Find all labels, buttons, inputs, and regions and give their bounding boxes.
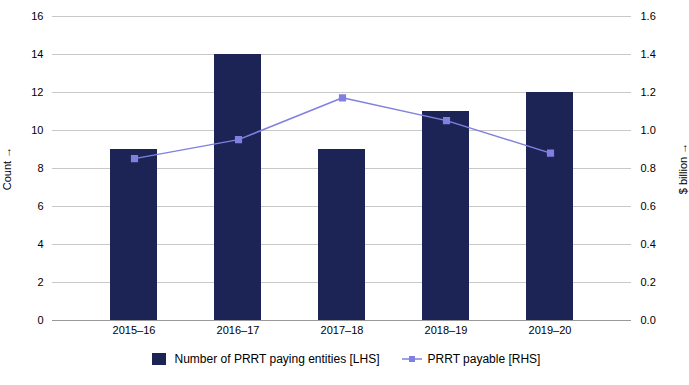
svg-text:0.4: 0.4 [641, 238, 656, 250]
svg-text:1.4: 1.4 [641, 48, 656, 60]
svg-text:2: 2 [37, 276, 43, 288]
svg-text:1.6: 1.6 [641, 10, 656, 22]
svg-text:2018–19: 2018–19 [425, 324, 468, 336]
svg-text:12: 12 [31, 86, 43, 98]
svg-text:16: 16 [31, 10, 43, 22]
html-text:Number of PRRT paying entities: Number of PRRT paying entities [LHS] [174, 352, 380, 366]
html-text:PRRT payable [RHS]: PRRT payable [RHS] [427, 352, 541, 366]
svg-text:10: 10 [31, 124, 43, 136]
svg-text:0.0: 0.0 [641, 314, 656, 326]
svg-text:2016–17: 2016–17 [217, 324, 260, 336]
svg-text:8: 8 [37, 162, 43, 174]
svg-text:$ billion →: $ billion → [677, 143, 689, 194]
svg-text:1.0: 1.0 [641, 124, 656, 136]
svg-text:14: 14 [31, 48, 43, 60]
svg-text:6: 6 [37, 200, 43, 212]
svg-text:Count →: Count → [1, 147, 13, 190]
svg-text:2019–20: 2019–20 [529, 324, 572, 336]
svg-text:1.2: 1.2 [641, 86, 656, 98]
svg-text:2017–18: 2017–18 [321, 324, 364, 336]
svg-text:4: 4 [37, 238, 43, 250]
svg-text:2015–16: 2015–16 [113, 324, 156, 336]
svg-text:0.6: 0.6 [641, 200, 656, 212]
svg-text:0.2: 0.2 [641, 276, 656, 288]
svg-text:0.8: 0.8 [641, 162, 656, 174]
svg-text:0: 0 [37, 314, 43, 326]
